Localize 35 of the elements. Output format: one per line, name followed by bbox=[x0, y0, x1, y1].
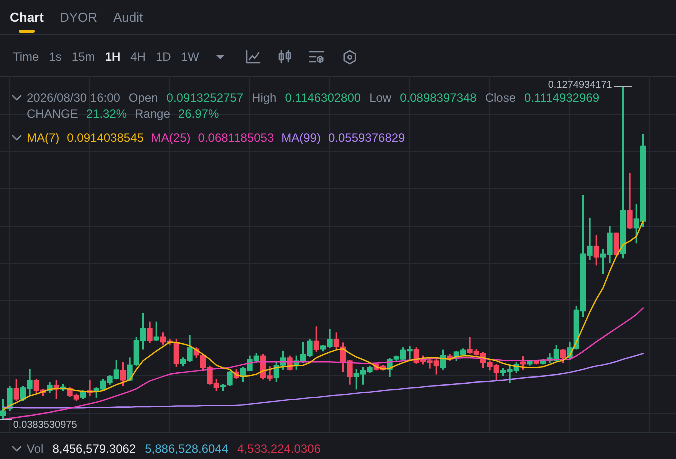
text: Time bbox=[13, 50, 40, 64]
text: 8,456,579.3062 bbox=[52, 442, 136, 456]
annotation: Low bbox=[370, 91, 392, 105]
annotation: 0.0559376829 bbox=[328, 131, 406, 145]
annotation: Range bbox=[135, 107, 170, 121]
text: 1D bbox=[156, 50, 172, 64]
annotation: 0.0914038545 bbox=[67, 131, 144, 145]
annotation: High bbox=[252, 91, 277, 105]
text: 15m bbox=[72, 50, 96, 64]
annotation: 0.0913252757 bbox=[166, 91, 244, 105]
text: 1s bbox=[49, 50, 62, 64]
annotation: 0.0383530975 bbox=[13, 420, 78, 432]
text: 5,886,528.6044 bbox=[145, 442, 229, 456]
annotation: 21.32% bbox=[86, 107, 128, 121]
text: 4H bbox=[130, 50, 146, 64]
annotation: 0.0898397348 bbox=[400, 91, 477, 105]
annotation: 0.1146302800 bbox=[285, 91, 362, 105]
text: MA(99) bbox=[282, 131, 321, 145]
text: 1W bbox=[181, 50, 200, 64]
annotation: 26.97% bbox=[178, 107, 220, 121]
annotation: 0.0681185053 bbox=[198, 131, 274, 145]
annotation: 2026/08/30 16:00 bbox=[27, 91, 120, 105]
text: Audit bbox=[114, 10, 144, 24]
text: 1H bbox=[105, 50, 121, 64]
annotation: Open bbox=[128, 91, 158, 105]
annotation: 0.1114932969 bbox=[524, 91, 600, 105]
text: 4,533,224.0306 bbox=[238, 442, 321, 456]
annotation: CHANGE bbox=[27, 107, 78, 121]
text: DYOR bbox=[60, 10, 98, 24]
text: MA(7) bbox=[27, 131, 60, 145]
text: Chart bbox=[10, 10, 44, 24]
text: Vol bbox=[27, 442, 44, 456]
annotation: 0.1274934171 bbox=[548, 80, 612, 92]
annotation: Close bbox=[485, 91, 516, 105]
text: MA(25) bbox=[151, 131, 191, 145]
